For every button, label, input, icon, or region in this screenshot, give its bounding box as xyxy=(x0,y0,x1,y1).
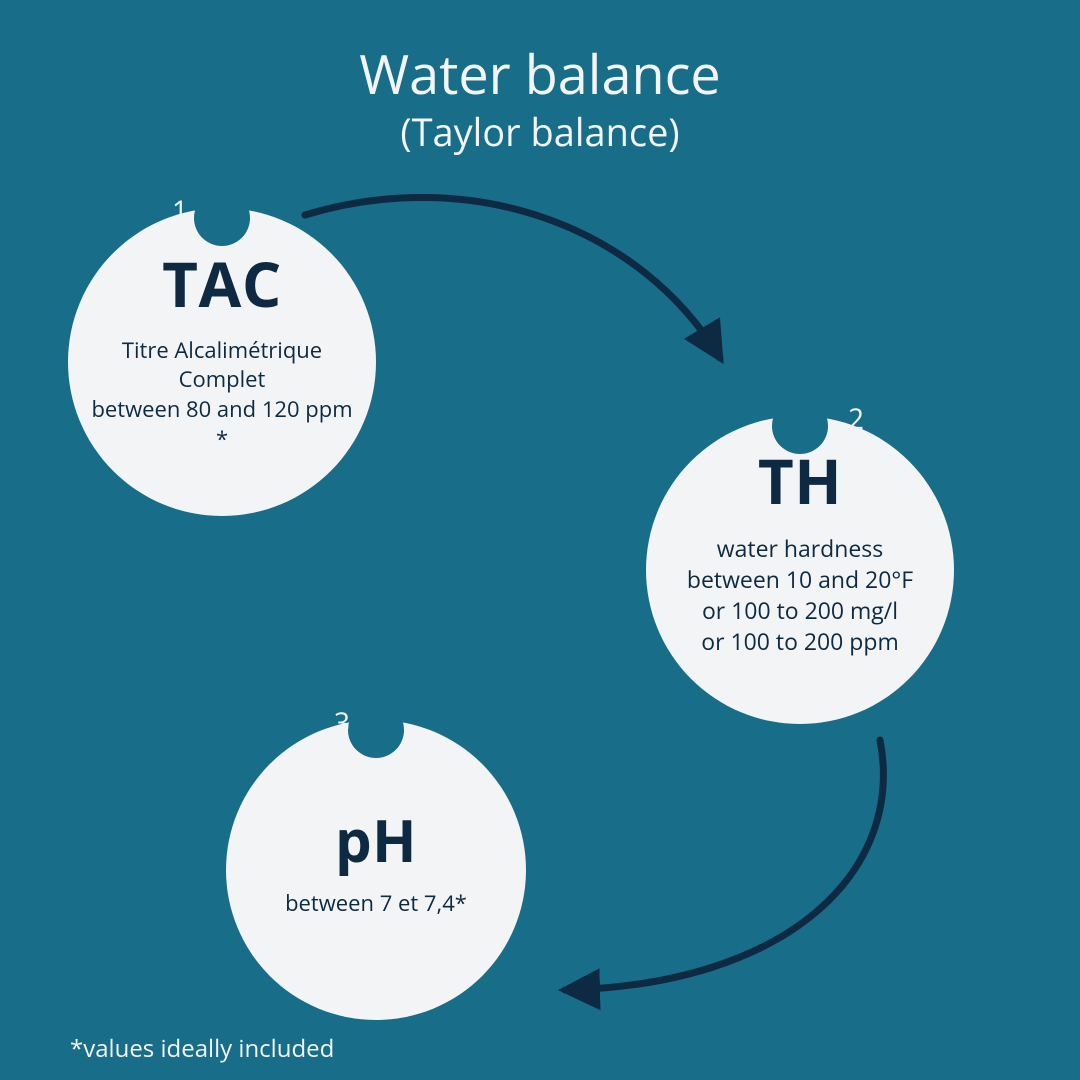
node-th: 2THwater hardnessbetween 10 and 20°For 1… xyxy=(646,416,954,724)
node-ph: 3pHbetween 7 et 7,4* xyxy=(226,720,526,1020)
node-notch xyxy=(348,702,404,758)
infographic-canvas: Water balance(Taylor balance)1TACTitre A… xyxy=(0,0,1080,1080)
node-number-ph: 3 xyxy=(334,704,350,742)
arrow-th-to-ph xyxy=(565,740,883,990)
node-notch xyxy=(194,190,250,246)
node-number-th: 2 xyxy=(848,400,864,438)
node-label-ph: pH xyxy=(335,800,417,879)
page-subtitle: (Taylor balance) xyxy=(0,106,1080,158)
page-title: Water balance xyxy=(0,36,1080,110)
node-label-tac: TAC xyxy=(162,242,282,326)
node-desc-tac: Titre Alcalimétrique Completbetween 80 a… xyxy=(68,336,376,455)
node-notch xyxy=(772,398,828,454)
node-desc-th: water hardnessbetween 10 and 20°For 100 … xyxy=(665,533,935,657)
node-tac: 1TACTitre Alcalimétrique Completbetween … xyxy=(68,208,376,516)
node-number-tac: 1 xyxy=(172,192,188,230)
footnote: *values ideally included xyxy=(70,1032,334,1065)
node-desc-ph: between 7 et 7,4* xyxy=(263,889,489,919)
